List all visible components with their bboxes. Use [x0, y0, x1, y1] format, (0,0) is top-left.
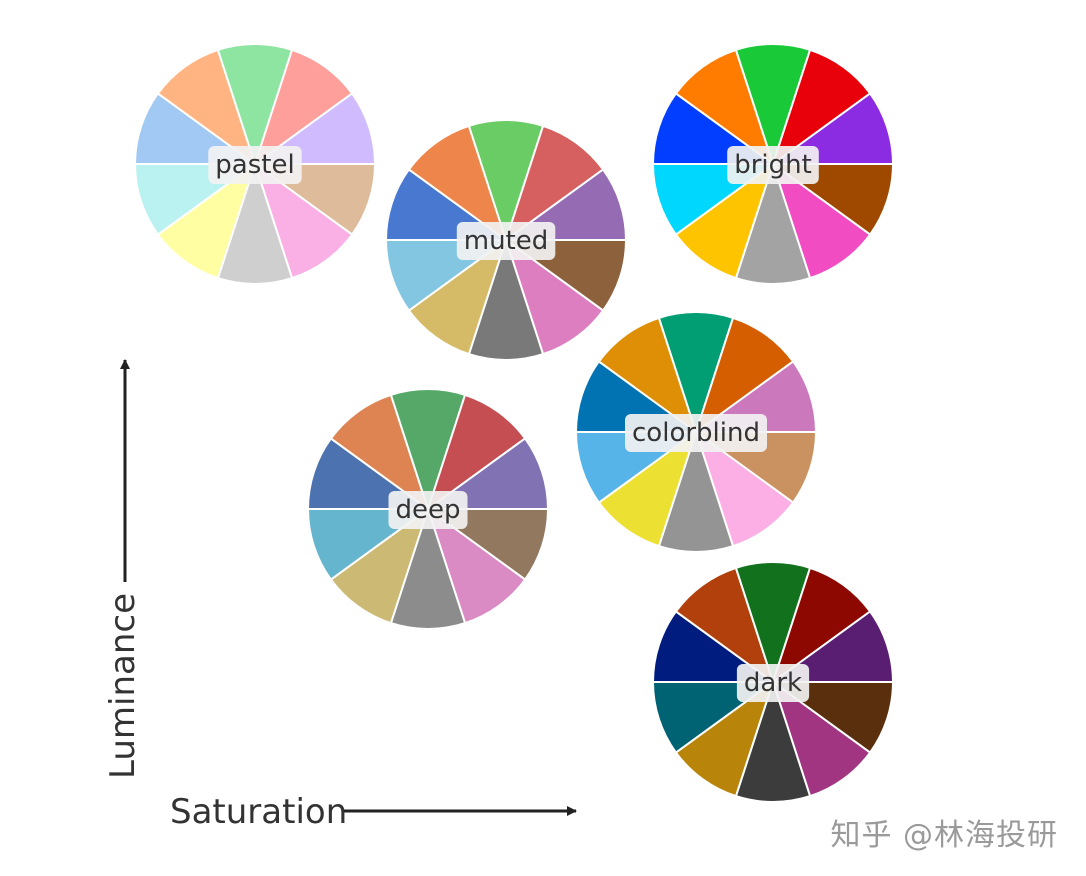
wedge-colorblind-4	[694, 316, 795, 435]
wedge-pastel-8	[216, 160, 294, 285]
wedge-deep-3	[389, 388, 467, 513]
wedge-muted-8	[467, 236, 545, 361]
saturation-axis: Saturation	[170, 792, 577, 832]
wedge-pastel-9	[156, 161, 257, 280]
wedge-colorblind-2	[597, 316, 698, 435]
wedge-dark-3	[734, 561, 812, 686]
palette-label-box-dark	[736, 664, 810, 702]
wedge-bright-4	[771, 48, 872, 167]
luminance-axis-label: Luminance	[103, 593, 143, 779]
wedge-deep-4	[426, 393, 527, 512]
palette-wheel-muted: muted	[384, 119, 628, 361]
wedge-muted-4	[504, 124, 605, 243]
wedge-bright-9	[674, 161, 775, 280]
wedge-colorblind-8	[657, 428, 735, 553]
wedge-muted-7	[504, 237, 605, 356]
palette-label-bright: bright	[734, 150, 812, 180]
palette-label-deep: deep	[396, 495, 461, 525]
palette-label-box-pastel	[208, 146, 302, 184]
palette-wheel-colorblind: colorblind	[574, 311, 818, 553]
palette-label-dark: dark	[744, 668, 802, 698]
wedge-dark-4	[771, 566, 872, 685]
wedge-dark-2	[674, 566, 775, 685]
palette-label-box-muted	[456, 222, 556, 260]
wedge-deep-8	[389, 505, 467, 630]
palette-wheel-bright: bright	[651, 43, 895, 285]
wedge-pastel-7	[253, 161, 354, 280]
wedge-muted-9	[407, 237, 508, 356]
wedge-colorblind-3	[657, 311, 735, 436]
wedge-dark-8	[734, 678, 812, 803]
wedge-colorblind-9	[597, 429, 698, 548]
wedge-muted-3	[467, 119, 545, 244]
palette-label-pastel: pastel	[215, 150, 294, 180]
luminance-axis: Luminance	[103, 359, 143, 779]
wedge-pastel-3	[216, 43, 294, 168]
palette-wheel-dark: dark	[651, 561, 895, 803]
wedge-pastel-4	[253, 48, 354, 167]
wedge-dark-9	[674, 679, 775, 798]
palette-wheel-deep: deep	[306, 388, 550, 630]
palette-label-box-bright	[727, 146, 819, 184]
wedge-muted-2	[407, 124, 508, 243]
wedge-deep-7	[426, 506, 527, 625]
saturation-axis-label: Saturation	[170, 792, 347, 832]
palette-label-box-deep	[388, 491, 468, 529]
palette-wheels: pastel muted bright deep colorblind dark	[133, 43, 895, 803]
wedge-deep-2	[329, 393, 430, 512]
palette-label-colorblind: colorblind	[632, 418, 760, 448]
wedge-bright-8	[734, 160, 812, 285]
wedge-bright-2	[674, 48, 775, 167]
palette-label-muted: muted	[464, 226, 549, 256]
wedge-colorblind-7	[694, 429, 795, 548]
palette-wheel-pastel: pastel	[133, 43, 377, 285]
wedge-bright-3	[734, 43, 812, 168]
wedge-pastel-2	[156, 48, 257, 167]
palette-label-box-colorblind	[625, 414, 767, 452]
wedge-bright-7	[771, 161, 872, 280]
wedge-dark-7	[771, 679, 872, 798]
wedge-deep-9	[329, 506, 430, 625]
watermark-text: 知乎 @林海投研	[830, 818, 1058, 853]
